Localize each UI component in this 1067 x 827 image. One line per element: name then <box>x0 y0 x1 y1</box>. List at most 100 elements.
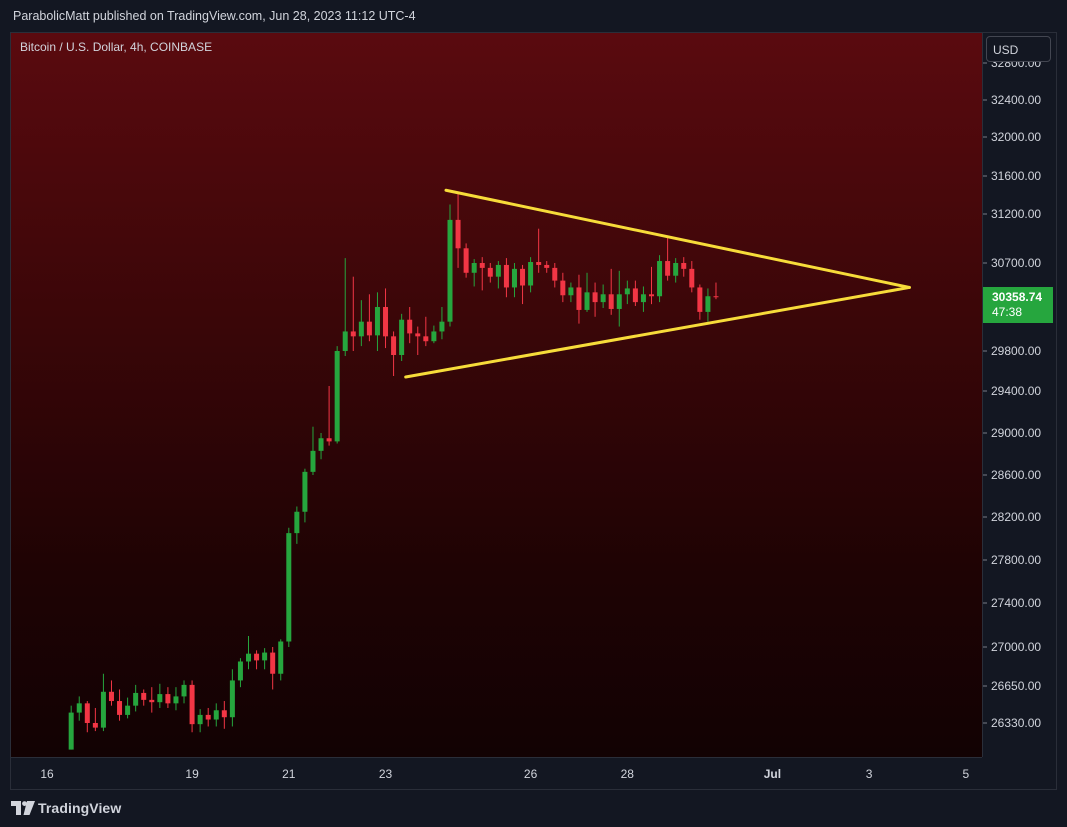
price-axis[interactable]: 26330.00 26650.00 27000.00 27400.00 27800.00… <box>982 33 1056 757</box>
price-tick-label: 28600.00 <box>991 468 1041 482</box>
price-tick-label: 27400.00 <box>991 596 1041 610</box>
symbol-title[interactable]: Bitcoin / U.S. Dollar, 4h, COINBASE <box>20 40 213 54</box>
currency-selector[interactable]: USD <box>986 36 1051 62</box>
price-tick-label: 28200.00 <box>991 510 1041 524</box>
candle <box>237 658 243 688</box>
candle <box>560 272 566 303</box>
candle <box>479 257 485 291</box>
candle <box>294 506 300 544</box>
candle-body <box>92 723 98 728</box>
candle-body <box>673 263 679 276</box>
candle <box>278 639 284 681</box>
candle-body <box>528 262 534 286</box>
candle-body <box>624 288 630 295</box>
chart-pane[interactable]: Bitcoin / U.S. Dollar, 4h, COINBASE <box>11 33 982 757</box>
candle-body <box>221 710 227 718</box>
candle-body <box>649 294 654 297</box>
candle-body <box>520 268 526 286</box>
candle-body <box>608 294 614 309</box>
price-tick-label: 29000.00 <box>991 426 1041 440</box>
candle <box>705 288 711 322</box>
candle <box>84 701 90 733</box>
candle-body <box>560 280 566 296</box>
candle-body <box>391 336 397 355</box>
time-tick-label: 5 <box>962 767 969 781</box>
candle-body <box>584 292 590 310</box>
candle-body <box>439 321 445 332</box>
candle-body <box>640 294 646 303</box>
candle-body <box>536 262 542 265</box>
candle <box>439 307 445 340</box>
candle-body <box>568 287 574 296</box>
last-price-value: 30358.74 <box>992 290 1043 304</box>
candle <box>463 243 469 278</box>
candle-body <box>366 321 372 336</box>
candle-body <box>576 287 582 310</box>
candle <box>576 274 582 324</box>
candle <box>68 705 74 750</box>
candle <box>141 689 147 706</box>
candle <box>229 669 235 727</box>
candle-body <box>141 692 147 700</box>
price-tick-label: 31200.00 <box>991 207 1041 221</box>
trendline-lower[interactable] <box>404 285 911 379</box>
time-scale: 16 19 21 23 26 28 Jul 3 5 <box>40 767 969 781</box>
candle <box>92 707 98 732</box>
price-tick-label: 32400.00 <box>991 93 1041 107</box>
candle-body <box>278 641 284 674</box>
candle <box>181 680 187 704</box>
candle-body <box>592 292 598 303</box>
candle-body <box>165 694 171 704</box>
candle <box>697 284 703 320</box>
candle <box>536 228 542 273</box>
tradingview-logo-icon[interactable] <box>11 801 35 815</box>
candle-body <box>189 684 195 725</box>
candle-body <box>705 296 711 312</box>
candle <box>350 276 356 351</box>
candle-body <box>173 696 179 704</box>
candle <box>366 294 372 342</box>
candle <box>117 689 123 721</box>
candle-body <box>689 268 695 288</box>
candle-body <box>487 267 493 277</box>
trendline-upper[interactable] <box>444 188 911 289</box>
tradingview-brand[interactable]: TradingView <box>38 800 122 816</box>
candle <box>149 687 155 713</box>
candle-body <box>117 701 123 715</box>
candle-body <box>270 652 276 674</box>
candle <box>76 696 82 721</box>
candle <box>391 331 397 376</box>
candle <box>310 426 316 475</box>
candle <box>544 261 550 273</box>
candle <box>649 266 654 305</box>
publish-info: ParabolicMatt published on TradingView.c… <box>13 9 416 23</box>
candle-body <box>108 691 114 702</box>
candle <box>157 683 163 708</box>
candle <box>552 263 558 288</box>
candle-body <box>665 261 671 276</box>
candle <box>197 709 203 733</box>
candle-body <box>76 703 82 713</box>
candle <box>100 673 106 732</box>
candle <box>495 261 501 289</box>
candle-body <box>632 288 638 303</box>
bar-countdown: 47:38 <box>992 305 1023 319</box>
candle-body <box>511 268 517 288</box>
candle-body <box>657 261 663 297</box>
candle <box>568 282 574 303</box>
candle-body <box>68 712 74 750</box>
time-axis[interactable]: 16 19 21 23 26 28 Jul 3 5 <box>11 757 982 789</box>
candle-body <box>350 331 356 337</box>
candle-body <box>431 331 437 342</box>
candle <box>487 263 493 283</box>
last-price-label: 30358.74 47:38 <box>983 287 1053 323</box>
price-tick-label: 32000.00 <box>991 130 1041 144</box>
price-tick-label: 29400.00 <box>991 384 1041 398</box>
candle <box>632 280 638 307</box>
price-tick-label: 26650.00 <box>991 679 1041 693</box>
candle <box>665 237 671 281</box>
candle <box>205 707 211 727</box>
candle-body <box>358 321 364 337</box>
candlestick-plot[interactable] <box>11 33 982 757</box>
candle <box>407 307 413 344</box>
